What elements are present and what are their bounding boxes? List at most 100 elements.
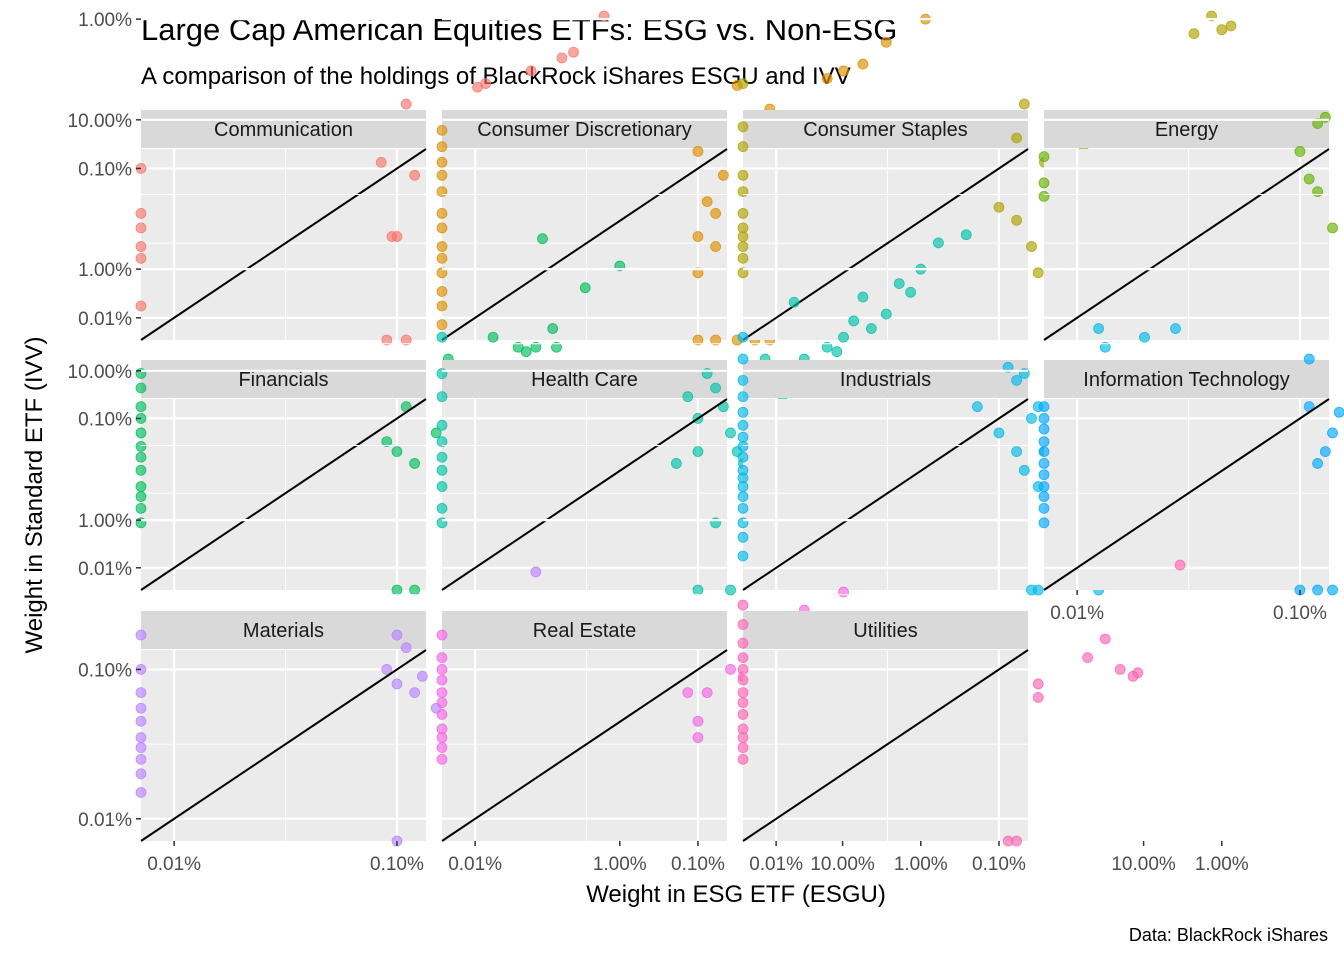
- data-point: [525, 65, 537, 77]
- x-tick-label: 10.00%: [810, 854, 875, 875]
- x-tick-label: 1.00%: [593, 854, 647, 875]
- facet-strip: [743, 611, 1028, 649]
- data-point: [1174, 559, 1186, 571]
- data-point: [416, 670, 428, 682]
- data-point: [1139, 331, 1150, 343]
- data-point: [737, 231, 749, 242]
- reference-line: [441, 398, 728, 591]
- y-tick-label: 1.00%: [78, 260, 132, 281]
- x-tick-label: 0.01%: [749, 854, 803, 875]
- x-tick-label: 1.00%: [894, 854, 948, 875]
- data-point: [436, 169, 448, 181]
- y-tick-label: 10.00%: [68, 111, 133, 132]
- data-point: [436, 252, 448, 264]
- data-point: [436, 241, 448, 252]
- data-point: [381, 664, 393, 675]
- facet-strip-label: Consumer Staples: [803, 119, 968, 141]
- facet-strip: [1044, 110, 1329, 148]
- data-point: [838, 331, 849, 343]
- data-point: [737, 440, 749, 452]
- reference-line: [742, 148, 1029, 341]
- data-point: [737, 687, 749, 698]
- data-point: [993, 201, 1005, 213]
- data-point: [391, 446, 403, 457]
- data-point: [692, 146, 704, 157]
- data-point: [436, 186, 448, 197]
- data-point: [436, 697, 448, 708]
- reference-line: [140, 148, 427, 341]
- data-point: [865, 323, 877, 334]
- facet-panel: Health Care: [436, 118, 1145, 596]
- facet-strip-label: Materials: [243, 620, 324, 642]
- facet-strip: [442, 110, 727, 148]
- data-point: [391, 678, 403, 690]
- data-point: [692, 334, 704, 346]
- data-point: [409, 584, 421, 596]
- data-point: [1319, 446, 1331, 457]
- data-point: [436, 664, 448, 675]
- facet-panel: Energy: [1038, 18, 1338, 341]
- facet-strip: [442, 360, 727, 398]
- data-point: [135, 208, 147, 219]
- data-point: [135, 222, 147, 234]
- data-point: [1038, 413, 1050, 424]
- data-point: [1099, 341, 1111, 353]
- x-tick-label: 0.10%: [671, 854, 725, 875]
- facet-strip: [141, 360, 426, 398]
- data-point: [838, 586, 849, 598]
- facet-panel: Consumer Staples: [737, 10, 1334, 341]
- data-point: [400, 98, 412, 110]
- data-point: [1216, 24, 1228, 36]
- facet-strip-label: Communication: [214, 119, 353, 141]
- data-point: [436, 481, 448, 492]
- data-point: [710, 241, 722, 252]
- data-point: [737, 531, 749, 543]
- data-point: [436, 124, 448, 136]
- reference-line: [742, 649, 1029, 842]
- data-point: [436, 732, 448, 743]
- facet-strip-label: Consumer Discretionary: [477, 119, 692, 141]
- data-point: [547, 323, 559, 334]
- data-point: [551, 341, 562, 353]
- data-point: [436, 208, 448, 219]
- data-point: [1011, 132, 1023, 144]
- data-point: [135, 732, 147, 743]
- data-point: [135, 427, 147, 439]
- data-point: [1038, 177, 1050, 189]
- x-tick-label: 10.00%: [1111, 854, 1176, 875]
- data-point: [391, 231, 403, 242]
- data-point: [1018, 464, 1030, 476]
- data-point: [692, 732, 704, 743]
- facet-strip: [743, 360, 1028, 398]
- data-point: [701, 687, 713, 698]
- data-point: [1026, 241, 1037, 252]
- data-point: [436, 629, 448, 641]
- data-point: [530, 566, 542, 578]
- data-point: [1170, 323, 1181, 334]
- data-point: [436, 222, 448, 234]
- data-point: [436, 141, 448, 153]
- data-point: [436, 300, 448, 312]
- data-point: [1011, 214, 1023, 226]
- data-point: [135, 629, 147, 641]
- data-point: [737, 709, 749, 720]
- data-point: [135, 401, 147, 413]
- data-point: [1312, 186, 1324, 197]
- facet-strip-label: Industrials: [840, 369, 931, 391]
- data-point: [682, 391, 694, 403]
- data-point: [436, 502, 448, 514]
- data-point: [409, 169, 421, 181]
- reference-line: [140, 398, 427, 591]
- chart-caption: Data: BlackRock iShares: [1129, 925, 1328, 945]
- data-point: [135, 687, 147, 698]
- data-point: [135, 382, 147, 394]
- data-point: [436, 753, 448, 765]
- data-point: [831, 346, 843, 358]
- reference-line: [1043, 398, 1330, 591]
- data-point: [1132, 667, 1144, 679]
- data-point: [436, 652, 448, 664]
- data-point: [737, 331, 749, 343]
- data-point: [135, 440, 147, 452]
- data-point: [821, 73, 833, 84]
- data-point: [880, 36, 892, 48]
